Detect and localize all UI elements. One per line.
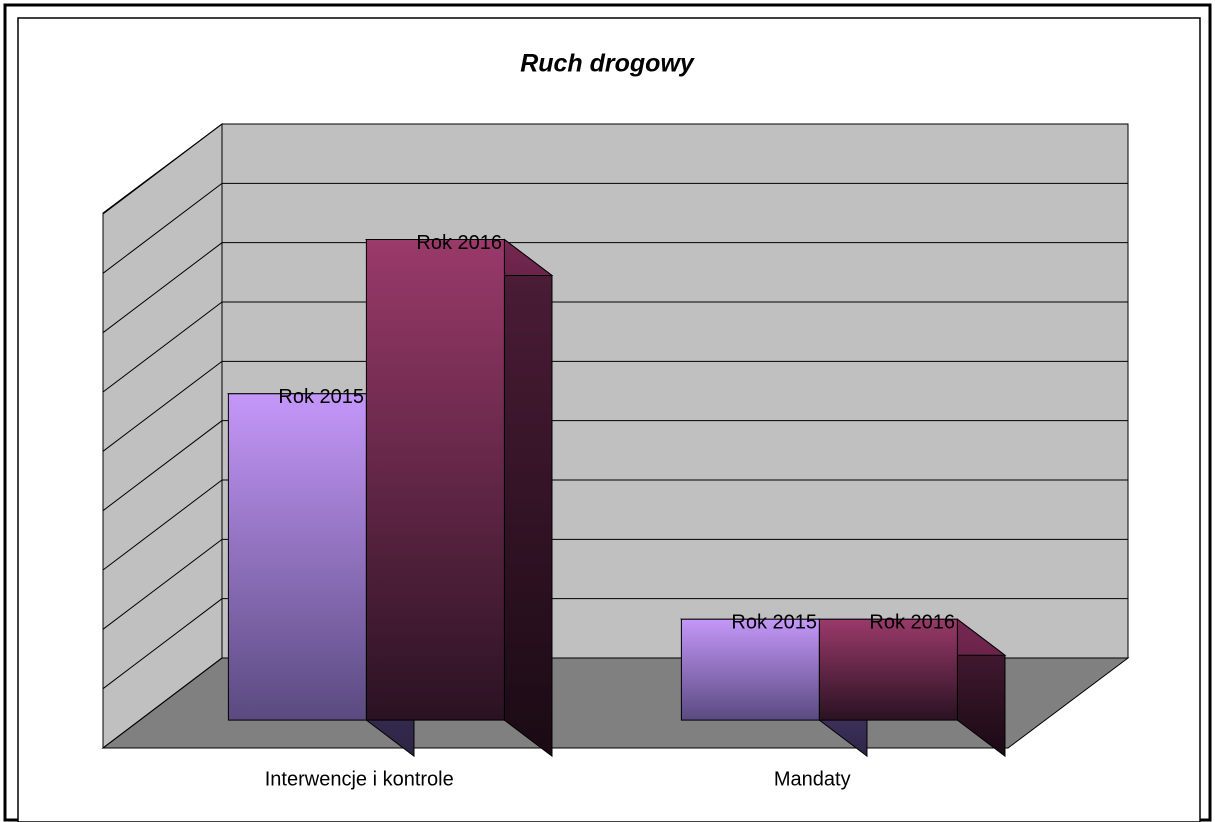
data-label: Rok 2016 <box>416 232 502 254</box>
side-wall <box>102 123 223 750</box>
grid-line <box>102 123 1128 215</box>
data-label: Rok 2015 <box>731 612 817 634</box>
grid-line <box>102 242 1128 334</box>
x-tick-label: Interwencje i kontrole <box>265 768 454 790</box>
grid-line <box>102 479 1128 571</box>
chart-title: Ruch drogowy <box>520 50 695 78</box>
grid-line <box>102 538 1128 630</box>
bar-side <box>503 238 553 758</box>
bar <box>364 238 554 758</box>
data-label: Rok 2016 <box>869 612 955 634</box>
grid-line <box>102 420 1128 512</box>
bar-front <box>818 618 958 721</box>
bar-front <box>365 239 505 721</box>
bar-front <box>227 393 367 721</box>
data-label: Rok 2015 <box>278 386 364 408</box>
grid-line <box>102 301 1128 393</box>
bar <box>817 618 1007 758</box>
grid-line <box>102 360 1128 452</box>
grid-line <box>102 598 1128 690</box>
x-tick-label: Mandaty <box>774 768 851 790</box>
bar-front <box>680 618 820 721</box>
grid-line <box>102 182 1128 274</box>
